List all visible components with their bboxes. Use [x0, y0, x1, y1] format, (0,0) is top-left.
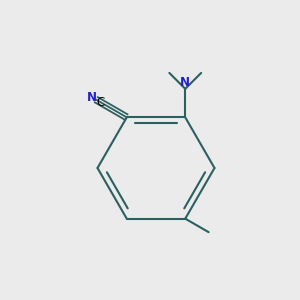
Text: C: C	[96, 95, 104, 109]
Text: N: N	[180, 76, 190, 89]
Text: N: N	[87, 91, 97, 103]
